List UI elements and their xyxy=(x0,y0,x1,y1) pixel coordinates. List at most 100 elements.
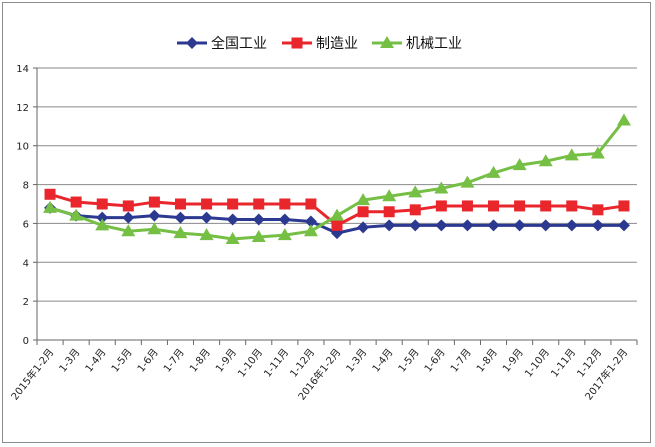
data-point xyxy=(566,200,578,212)
data-point xyxy=(173,226,188,239)
x-tick-label: 1-10月 xyxy=(522,346,552,379)
data-point xyxy=(303,224,318,237)
data-point xyxy=(252,213,265,226)
y-tick-label: 10 xyxy=(16,142,29,153)
data-point xyxy=(147,222,162,235)
data-point xyxy=(148,196,160,208)
axes xyxy=(33,67,638,345)
data-point xyxy=(513,219,526,232)
legend-marker xyxy=(380,36,394,48)
data-point xyxy=(435,219,448,232)
legend-marker xyxy=(291,37,303,49)
data-point xyxy=(540,200,552,212)
data-point xyxy=(121,224,136,237)
legend-label: 全国工业 xyxy=(211,35,267,52)
data-point xyxy=(618,200,630,212)
data-point xyxy=(487,219,500,232)
data-point xyxy=(461,219,474,232)
data-point xyxy=(174,198,186,210)
x-tick-label: 1-11月 xyxy=(549,346,579,379)
data-point xyxy=(592,204,604,216)
data-point xyxy=(460,175,475,188)
data-point xyxy=(279,198,291,210)
x-tick-label: 1-9月 xyxy=(213,346,239,374)
y-tick-label: 4 xyxy=(23,258,29,269)
data-point xyxy=(122,211,135,224)
y-tick-label: 8 xyxy=(23,181,29,192)
data-point xyxy=(277,228,292,241)
legend-label: 机械工业 xyxy=(406,36,462,52)
data-point xyxy=(514,200,526,212)
series-1 xyxy=(44,201,630,240)
data-point xyxy=(305,198,317,210)
data-point xyxy=(382,189,397,202)
y-gridlines xyxy=(37,67,637,302)
data-point xyxy=(226,213,239,226)
x-tick-label: 1-6月 xyxy=(422,346,448,374)
data-point xyxy=(330,208,344,221)
data-point xyxy=(96,198,108,210)
x-tick-label: 1-7月 xyxy=(161,346,187,374)
data-point xyxy=(486,165,501,178)
data-point xyxy=(44,188,56,200)
data-point xyxy=(488,200,500,212)
data-point xyxy=(331,219,343,231)
data-point xyxy=(278,213,291,226)
x-tick-label: 1-5月 xyxy=(396,346,422,374)
data-point xyxy=(461,200,473,212)
data-point xyxy=(70,196,82,208)
x-tick-label: 1-8月 xyxy=(474,346,500,374)
data-point xyxy=(357,221,370,234)
data-point xyxy=(356,193,371,206)
data-point xyxy=(512,158,527,171)
data-point xyxy=(201,198,213,210)
x-tick-label: 2015年1-2月 xyxy=(8,346,56,403)
data-point xyxy=(409,219,422,232)
data-point xyxy=(590,146,605,159)
data-point xyxy=(304,215,317,228)
data-point xyxy=(200,211,213,224)
legend-label: 制造业 xyxy=(316,36,358,52)
x-tick-label: 1-4月 xyxy=(370,346,396,374)
x-tick-labels: 2015年1-2月 1-3月 1-4月 1-5月 1-6月 1-7月 1-8月 1-9月1-1… xyxy=(8,346,630,403)
data-point xyxy=(253,198,265,210)
y-tick-label: 14 xyxy=(16,64,29,75)
x-tick-label: 1-4月 xyxy=(83,346,109,374)
y-tick-label: 0 xyxy=(23,336,29,347)
x-tick-label: 1-7月 xyxy=(448,346,474,374)
data-point xyxy=(174,211,187,224)
data-point xyxy=(435,200,447,212)
data-point xyxy=(95,218,110,231)
series-2 xyxy=(44,188,630,231)
data-point xyxy=(251,230,266,243)
y-tick-label: 2 xyxy=(23,297,29,308)
data-point xyxy=(538,154,553,167)
data-point xyxy=(434,181,449,194)
legend: 全国工业 制造业 机械工业 xyxy=(177,35,462,52)
data-point xyxy=(69,208,84,221)
x-tick-label: 1-11月 xyxy=(262,346,292,379)
x-tick-label: 1-6月 xyxy=(135,346,161,374)
data-point xyxy=(43,200,58,213)
x-tick-label: 1-8月 xyxy=(187,346,213,374)
data-point xyxy=(409,204,421,216)
data-point xyxy=(96,211,109,224)
y-tick-label: 12 xyxy=(16,103,29,114)
data-point xyxy=(122,200,134,212)
series-3 xyxy=(43,113,631,244)
data-point xyxy=(357,206,369,218)
data-point xyxy=(148,209,161,222)
x-tick-label: 1-3月 xyxy=(344,346,370,374)
y-tick-label: 6 xyxy=(23,219,29,230)
data-point xyxy=(199,228,214,241)
data-point xyxy=(591,219,604,232)
data-point xyxy=(225,231,240,244)
data-point xyxy=(616,113,631,126)
legend-marker xyxy=(186,37,198,49)
y-tick-labels: 0 2 4 6 8 10 12 14 xyxy=(16,64,29,347)
data-point xyxy=(617,219,630,232)
data-point xyxy=(565,219,578,232)
data-point xyxy=(383,206,395,218)
x-tick-label: 1-3月 xyxy=(57,346,83,374)
